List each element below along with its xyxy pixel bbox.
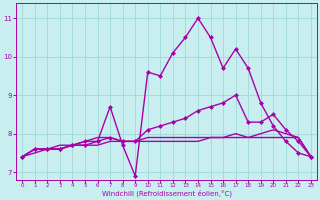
X-axis label: Windchill (Refroidissement éolien,°C): Windchill (Refroidissement éolien,°C) <box>101 190 232 197</box>
